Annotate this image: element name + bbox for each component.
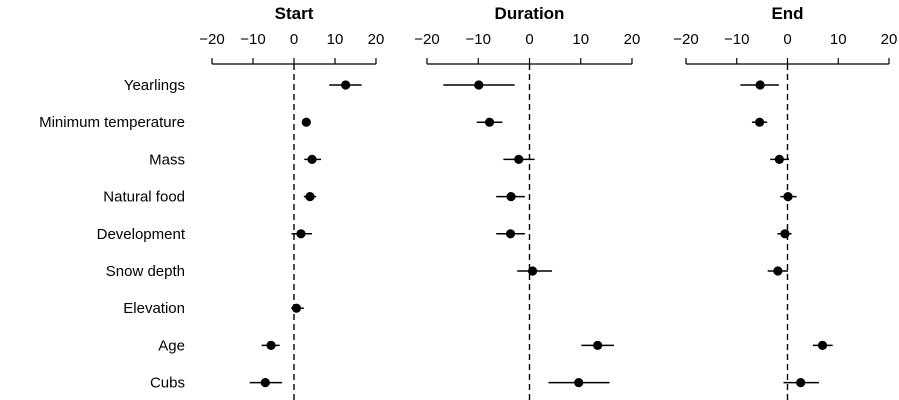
category-label: Snow depth [106,263,185,280]
x-tick-label: 20 [624,31,641,48]
estimate-point [574,378,584,388]
category-label: Age [158,337,185,354]
x-tick-label: 0 [525,31,533,48]
estimate-point [527,266,538,276]
category-label: Yearlings [124,77,185,94]
estimate-point [505,229,516,239]
estimate-point [796,378,806,388]
category-label: Natural food [103,189,185,206]
estimate-point [773,266,783,276]
x-tick-label: 10 [830,31,847,48]
estimate-point [341,80,351,90]
category-label: Cubs [150,375,185,392]
estimate-point [266,340,276,350]
estimate-point [780,229,790,239]
panel-title: Duration [495,4,565,23]
estimate-point [755,80,765,90]
x-tick-label: 10 [327,31,344,48]
estimate-point [305,192,315,202]
panel-title: End [771,4,803,23]
estimate-point [754,117,765,127]
category-label: Minimum temperature [39,114,185,131]
estimate-point [593,340,603,350]
estimate-point [474,80,484,90]
x-tick-label: −10 [466,31,491,48]
estimate-point [506,192,516,202]
estimate-point [307,154,317,164]
x-tick-label: −10 [240,31,265,48]
x-tick-label: 0 [783,31,791,48]
estimate-point [774,154,784,164]
estimate-point [260,378,270,388]
estimate-point [817,340,828,350]
estimate-point [484,117,495,127]
x-tick-label: 0 [290,31,298,48]
x-tick-label: −20 [673,31,698,48]
x-tick-label: −20 [414,31,439,48]
category-label: Elevation [123,300,185,317]
x-tick-label: 10 [572,31,589,48]
estimate-point [301,117,311,127]
category-label: Development [97,226,186,243]
x-tick-label: −10 [724,31,749,48]
estimate-point [783,192,793,202]
estimate-point [514,154,524,164]
x-tick-label: −20 [199,31,224,48]
estimate-point [291,303,302,313]
category-label: Mass [149,151,185,168]
x-tick-label: 20 [368,31,385,48]
panel-title: Start [275,4,314,23]
x-tick-label: 20 [881,31,898,48]
estimate-point [296,229,306,239]
